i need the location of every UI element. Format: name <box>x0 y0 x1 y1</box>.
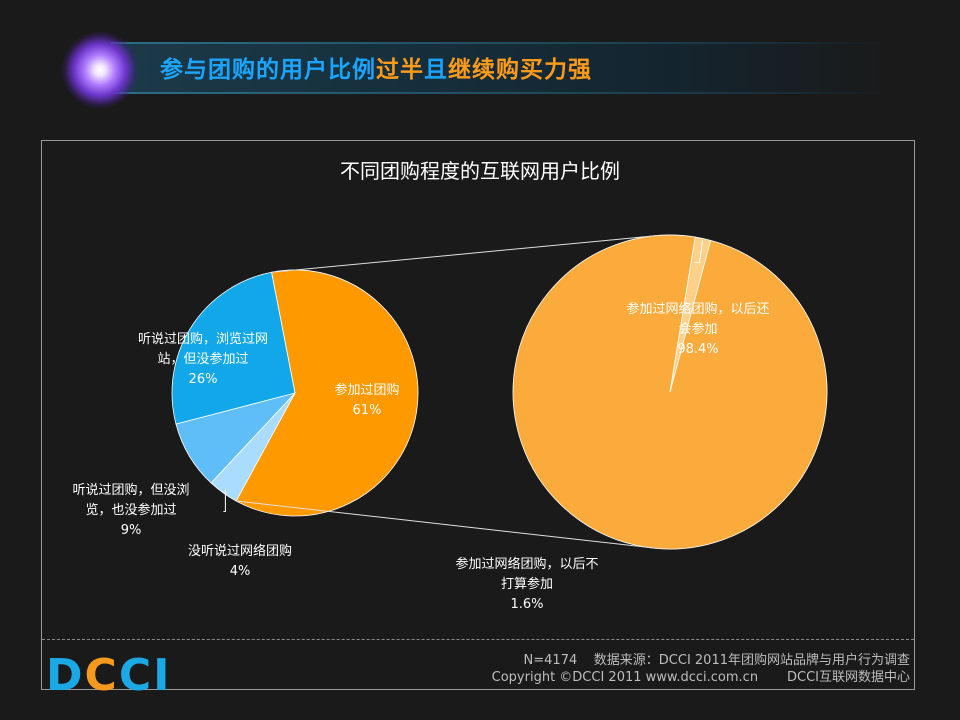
main-label-heard-not-browsed-line-2: 览，也没参加过 <box>85 502 176 518</box>
main-pie-slice-4 <box>171 271 296 425</box>
sample-size: N=4174 <box>523 653 578 668</box>
logo-letter-i: I <box>153 650 172 701</box>
main-label-participated-percent: 61% <box>353 403 382 418</box>
breakdown-label-not-continue-line-2: 打算参加 <box>501 576 553 592</box>
chart-title: 不同团购程度的互联网用户比例 <box>340 159 620 183</box>
breakdown-label-not-continue-percent: 1.6% <box>510 597 543 612</box>
header-line-top <box>110 42 890 44</box>
starburst-icon <box>62 32 138 108</box>
main-label-heard-browsed-line-2: 站，但没参加过 <box>157 351 248 367</box>
main-label-unaware-percent: 4% <box>230 564 251 579</box>
slide-headline: 参与团购的用户比例过半且继续购买力强 <box>160 50 592 84</box>
chart-panel <box>41 140 915 690</box>
headline-part-1: 参与团购的用户比例 <box>160 57 376 83</box>
headline-part-2: 过半 <box>376 57 424 83</box>
breakdown-label-continue-line-2: 会参加 <box>678 321 717 337</box>
main-label-heard-browsed-line-1: 听说过团购，浏览过网 <box>138 331 268 347</box>
main-label-heard-browsed-percent: 26% <box>189 372 218 387</box>
main-label-participated-line-1: 参加过团购 <box>334 382 399 398</box>
header-line-bottom <box>110 92 890 94</box>
leader-line-unaware <box>223 489 226 513</box>
main-pie-slice-1 <box>235 269 419 517</box>
headline-part-4: 继续购买力强 <box>448 57 592 83</box>
logo-letter-c1: C <box>84 650 119 701</box>
headline-part-3: 且 <box>424 57 448 83</box>
main-label-heard-not-browsed-percent: 9% <box>121 523 142 538</box>
breakdown-label-continue-percent: 98.4% <box>677 342 718 357</box>
main-label-unaware-line-1: 没听说过网络团购 <box>188 543 292 559</box>
footer-info: N=4174 数据来源：DCCI 2011年团购网站品牌与用户行为调查 Copy… <box>492 652 910 686</box>
data-source: 数据来源：DCCI 2011年团购网站品牌与用户行为调查 <box>593 653 910 668</box>
connector-line-top <box>271 234 660 273</box>
leader-line-not-continue <box>694 240 704 263</box>
footer-divider <box>42 639 914 640</box>
logo-letter-c2: C <box>118 650 154 701</box>
header-bar <box>110 42 890 94</box>
organization-name: DCCI互联网数据中心 <box>787 670 910 685</box>
copyright: Copyright ©DCCI 2011 www.dcci.com.cn <box>491 670 759 685</box>
breakdown-label-continue-line-1: 参加过网络团购，以后还 <box>626 301 769 317</box>
connector-line-bottom <box>236 500 660 550</box>
main-label-heard-not-browsed-line-1: 听说过团购，但没浏 <box>72 482 189 498</box>
dcci-logo: DCCI <box>46 650 172 701</box>
breakdown-label-not-continue-line-1: 参加过网络团购，以后不 <box>455 556 598 572</box>
logo-letter-d: D <box>46 650 85 701</box>
breakdown-pie-slice-2 <box>669 236 712 393</box>
